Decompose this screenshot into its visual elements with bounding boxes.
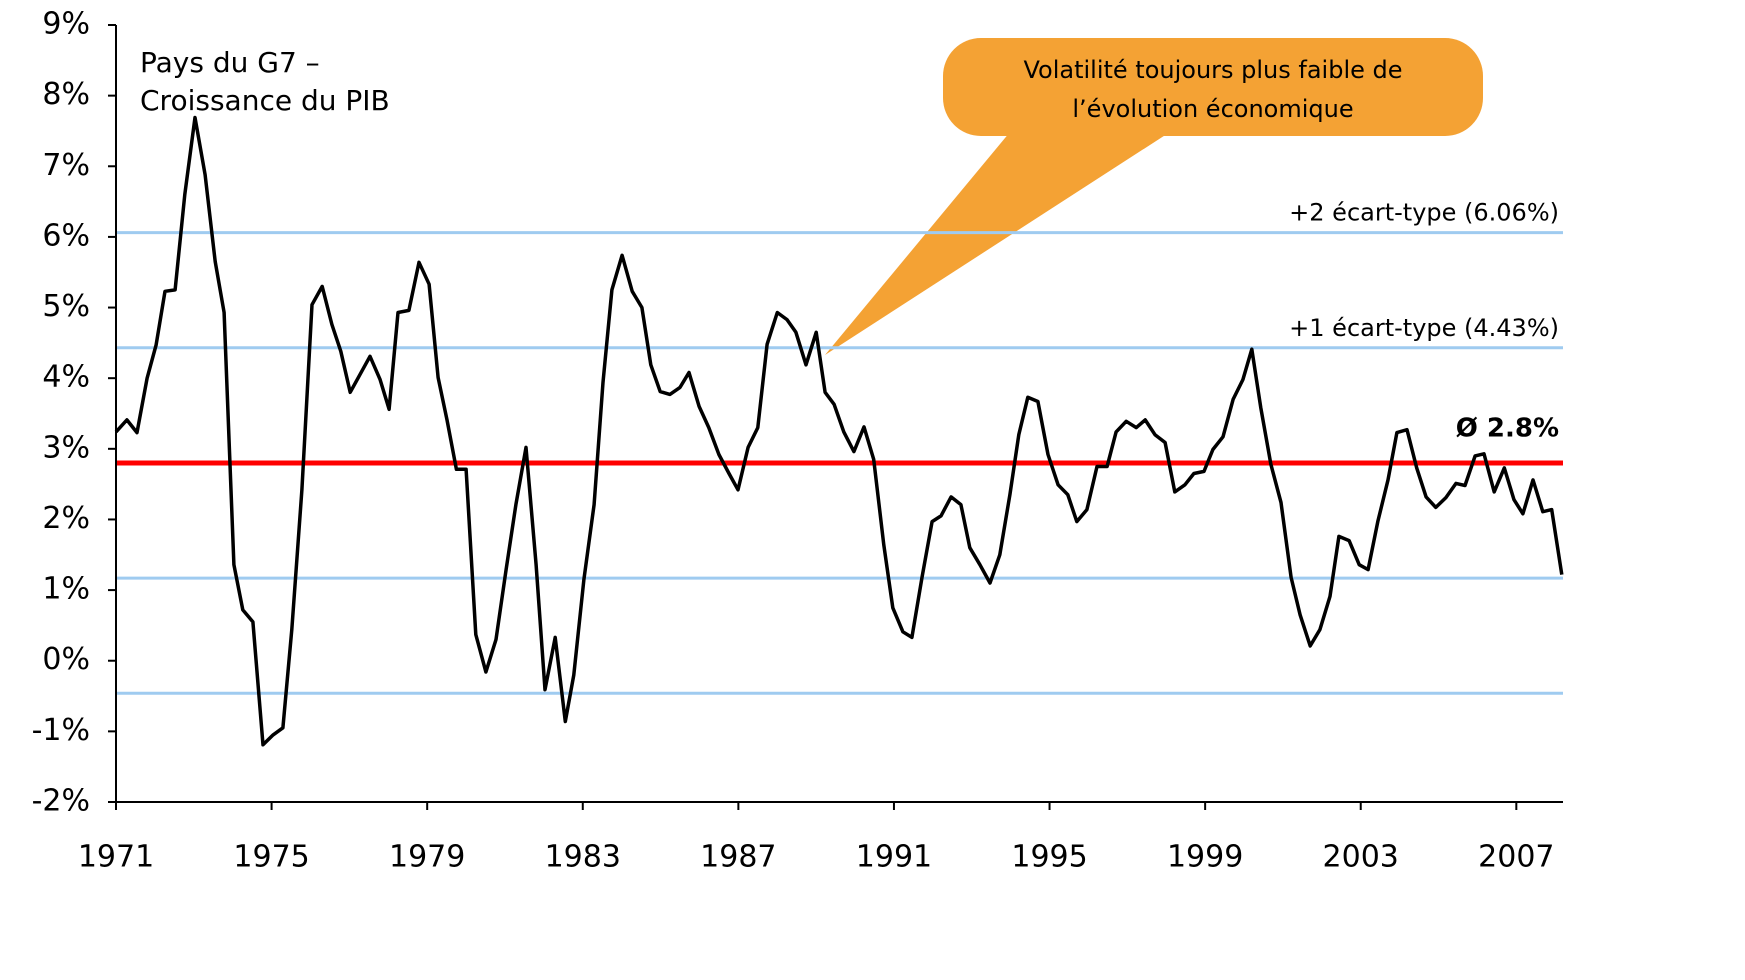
x-tick-label: 2007 xyxy=(1478,840,1554,875)
y-tick-label: 1% xyxy=(42,572,90,607)
callout: Volatilité toujours plus faible de l’évo… xyxy=(825,38,1483,355)
y-tick-label: 4% xyxy=(42,360,90,395)
callout-pointer xyxy=(825,132,1170,355)
x-tick-label: 1975 xyxy=(233,840,309,875)
reference-label: +2 écart-type (6.06%) xyxy=(1289,199,1559,227)
x-tick-label: 2003 xyxy=(1323,840,1399,875)
x-tick-label: 1995 xyxy=(1011,840,1087,875)
chart-title: Pays du G7 – xyxy=(140,46,320,79)
y-tick-label: 9% xyxy=(42,7,90,42)
y-tick-label: 0% xyxy=(42,642,90,677)
y-tick-label: 8% xyxy=(42,77,90,112)
y-tick-label: 7% xyxy=(42,148,90,183)
y-tick-label: 6% xyxy=(42,218,90,253)
x-tick-label: 1991 xyxy=(856,840,932,875)
reference-label: Ø 2.8% xyxy=(1456,413,1559,443)
y-tick-label: -1% xyxy=(32,713,90,748)
y-tick-label: -2% xyxy=(32,784,90,819)
y-tick-label: 2% xyxy=(42,501,90,536)
chart-title: Croissance du PIB xyxy=(140,84,390,117)
callout-text: Volatilité toujours plus faible de xyxy=(1023,56,1402,84)
callout-text: l’évolution économique xyxy=(1072,95,1353,123)
x-tick-label: 1983 xyxy=(545,840,621,875)
x-tick-label: 1979 xyxy=(389,840,465,875)
x-tick-label: 1971 xyxy=(78,840,154,875)
x-tick-label: 1987 xyxy=(700,840,776,875)
reference-label: +1 écart-type (4.43%) xyxy=(1289,314,1559,342)
callout-box xyxy=(943,38,1483,136)
y-tick-label: 5% xyxy=(42,289,90,324)
x-tick-label: 1999 xyxy=(1167,840,1243,875)
data-line xyxy=(114,115,1564,747)
y-tick-label: 3% xyxy=(42,430,90,465)
